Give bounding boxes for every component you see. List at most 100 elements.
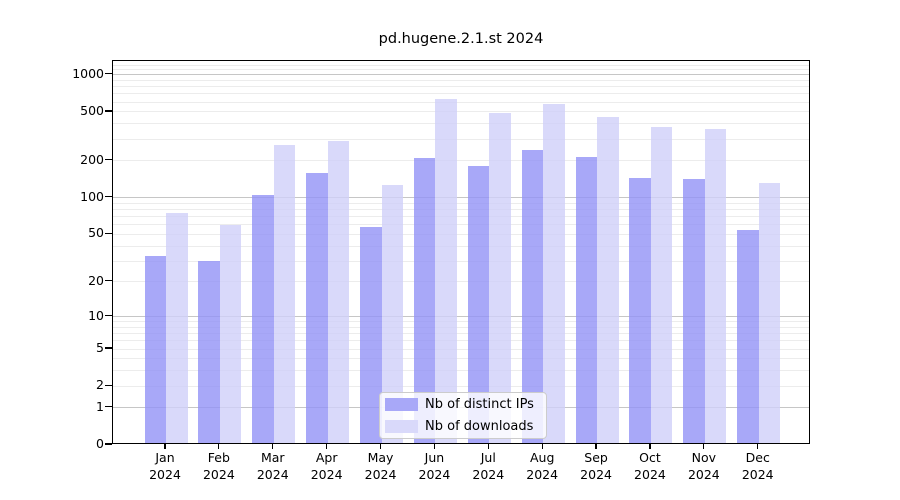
minor-gridline [113, 245, 809, 247]
y-tick [105, 406, 112, 408]
month-label: Aug [529, 450, 555, 465]
bar-distinct-ips-oct [629, 178, 651, 443]
y-tick-label: 200 [80, 151, 104, 167]
minor-gridline [113, 224, 809, 226]
minor-gridline [113, 123, 809, 125]
y-tick [105, 232, 112, 234]
month-label: May [367, 450, 394, 465]
year-label: 2024 [634, 467, 666, 482]
minor-gridline [113, 160, 809, 162]
bar-downloads-mar [273, 144, 296, 443]
year-label: 2024 [741, 467, 774, 482]
legend-swatch-downloads [385, 420, 418, 433]
y-tick-label: 100 [80, 188, 104, 204]
month-label: Feb [207, 450, 230, 465]
x-tick-label-jun: Jun 2024 [394, 449, 474, 483]
x-tick-label-sep: Sep 2024 [556, 449, 636, 483]
y-tick-label: 1 [96, 398, 104, 414]
bar-downloads-oct [650, 127, 673, 443]
x-tick-label-jul: Jul 2024 [448, 449, 528, 483]
legend-entry-distinct-ips: Nb of distinct IPs [385, 397, 540, 412]
x-tick-label-oct: Oct 2024 [610, 449, 690, 483]
x-tick-label-nov: Nov 2024 [664, 449, 744, 483]
minor-gridline [113, 101, 809, 103]
y-tick [105, 159, 112, 161]
x-tick [272, 444, 274, 449]
y-tick [105, 280, 112, 282]
month-label: Dec [745, 450, 770, 465]
x-tick-label-feb: Feb 2024 [179, 449, 259, 483]
minor-gridline [113, 358, 809, 360]
legend: Nb of distinct IPs Nb of downloads [379, 392, 547, 439]
y-tick-label: 50 [88, 225, 104, 241]
minor-gridline [113, 260, 809, 262]
x-tick-label-may: May 2024 [341, 449, 421, 483]
bar-distinct-ips-sep [575, 157, 598, 443]
x-tick [164, 444, 166, 449]
minor-gridline [113, 64, 809, 66]
major-gridline [113, 74, 809, 76]
bar-downloads-jan [166, 212, 188, 443]
minor-gridline [113, 348, 809, 350]
month-label: Apr [315, 450, 338, 465]
minor-gridline [113, 326, 809, 328]
bar-distinct-ips-jun [413, 158, 436, 443]
minor-gridline [113, 86, 809, 88]
minor-gridline [113, 138, 809, 140]
x-tick [487, 444, 489, 449]
y-tick-label: 0 [96, 436, 104, 451]
y-tick [105, 443, 112, 445]
legend-entry-downloads: Nb of downloads [385, 419, 540, 434]
y-tick [105, 73, 112, 75]
y-tick-label: 500 [80, 102, 104, 118]
bar-distinct-ips-may [360, 226, 382, 443]
bar-downloads-jul [489, 113, 511, 443]
minor-gridline [113, 233, 809, 235]
x-tick [379, 444, 382, 449]
year-label: 2024 [364, 467, 397, 482]
x-tick-label-jan: Jan 2024 [125, 449, 205, 483]
x-tick [218, 444, 220, 449]
month-label: Sep [584, 450, 608, 465]
year-label: 2024 [149, 467, 181, 482]
y-tick [105, 196, 112, 198]
bar-downloads-nov [704, 128, 727, 443]
month-label: Mar [260, 450, 285, 465]
bar-downloads-apr [327, 141, 350, 443]
year-label: 2024 [256, 467, 289, 482]
legend-label-downloads: Nb of downloads [425, 419, 534, 434]
month-label: Jun [424, 450, 445, 465]
month-label: Oct [639, 450, 661, 465]
bar-downloads-jun [435, 98, 457, 443]
x-tick [326, 444, 328, 449]
legend-label-distinct-ips: Nb of distinct IPs [425, 397, 534, 412]
y-tick-label: 2 [96, 377, 104, 393]
bar-distinct-ips-mar [252, 195, 274, 443]
year-label: 2024 [526, 467, 559, 482]
bar-distinct-ips-apr [306, 172, 328, 443]
bar-distinct-ips-nov [683, 179, 705, 443]
minor-gridline [113, 385, 809, 387]
y-tick-label: 20 [88, 272, 104, 288]
y-tick [105, 384, 112, 386]
year-label: 2024 [202, 467, 235, 482]
bar-downloads-sep [597, 116, 619, 443]
minor-gridline [113, 216, 809, 218]
bar-distinct-ips-aug [521, 150, 544, 443]
bar-downloads-feb [219, 224, 242, 443]
year-label: 2024 [310, 467, 343, 482]
minor-gridline [113, 93, 809, 95]
y-tick [105, 314, 112, 317]
y-tick [105, 110, 112, 112]
x-tick-label-aug: Aug 2024 [502, 449, 582, 483]
minor-gridline [113, 69, 809, 71]
y-tick-label: 1000 [72, 65, 104, 81]
year-label: 2024 [472, 467, 505, 482]
minor-gridline [113, 202, 809, 204]
y-tick-label: 10 [88, 307, 104, 323]
minor-gridline [113, 340, 809, 342]
bar-distinct-ips-dec [737, 230, 759, 443]
x-tick [649, 444, 651, 449]
minor-gridline [113, 321, 809, 323]
